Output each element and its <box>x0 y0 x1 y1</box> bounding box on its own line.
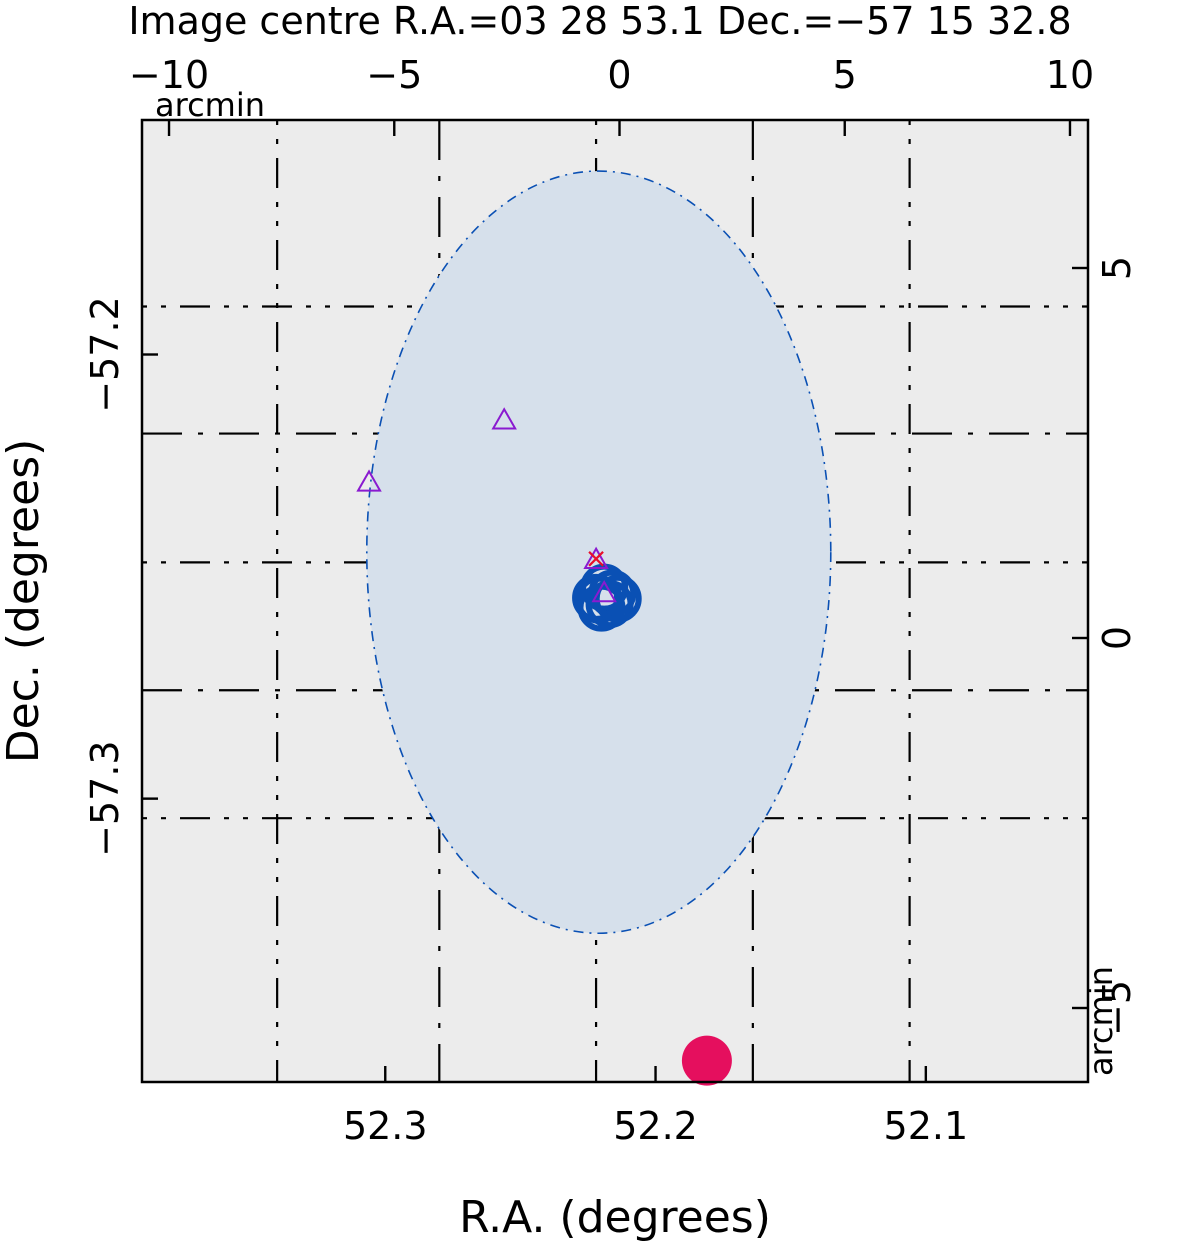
top-tick-label: 0 <box>607 53 631 97</box>
bottom-tick-label: 52.1 <box>884 1104 969 1148</box>
left-tick-label: −57.2 <box>83 296 127 412</box>
right-tick-label: 5 <box>1095 256 1139 280</box>
filled-circle-marker <box>681 1035 732 1086</box>
top-tick-label: −5 <box>366 53 422 97</box>
top-axis-unit-label: arcmin <box>155 86 265 124</box>
y-axis-label: Dec. (degrees) <box>0 439 49 764</box>
source-markers <box>356 407 732 1086</box>
chart-title: Image centre R.A.=03 28 53.1 Dec.=−57 15… <box>128 0 1071 43</box>
axis-ticks: 52.3 52.2 52.1 −57.2 −57.3 −10 −5 0 5 10 5 0 −5 <box>83 53 1139 1148</box>
right-tick-label: −5 <box>1095 980 1139 1036</box>
triangle-marker <box>591 579 617 603</box>
bottom-tick-label: 52.2 <box>613 1104 698 1148</box>
triangle-marker <box>583 546 609 569</box>
cross-marker <box>588 551 604 567</box>
right-axis-unit-label: arcmin <box>1082 966 1120 1076</box>
triangle-marker <box>491 407 517 430</box>
right-tick-label: 0 <box>1095 626 1139 650</box>
top-tick-label: 5 <box>833 53 857 97</box>
left-tick-label: −57.3 <box>83 740 127 856</box>
triangle-marker <box>356 469 382 492</box>
bottom-tick-label: 52.3 <box>343 1104 428 1148</box>
plot-frame <box>140 118 1090 1084</box>
top-tick-label: −10 <box>129 53 209 97</box>
top-tick-label: 10 <box>1046 53 1094 97</box>
x-axis-label: R.A. (degrees) <box>459 1192 771 1243</box>
